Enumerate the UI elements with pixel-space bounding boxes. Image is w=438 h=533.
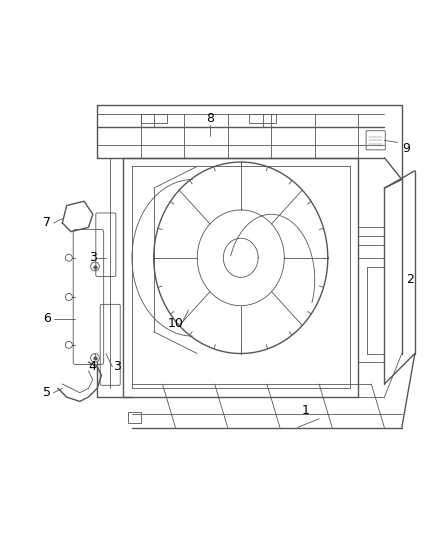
Text: 2: 2 (406, 273, 414, 286)
Text: 5: 5 (43, 386, 51, 399)
Bar (141, 114, 167, 123)
Text: 6: 6 (43, 312, 51, 325)
Text: 10: 10 (168, 317, 184, 329)
Text: 3: 3 (89, 251, 97, 264)
Text: 3: 3 (113, 360, 120, 373)
Text: 4: 4 (89, 360, 97, 373)
Text: 7: 7 (43, 216, 51, 230)
Bar (127, 413, 141, 423)
Text: 1: 1 (302, 403, 310, 417)
Text: 8: 8 (206, 112, 214, 125)
Bar (250, 114, 276, 123)
Text: 9: 9 (402, 142, 410, 156)
